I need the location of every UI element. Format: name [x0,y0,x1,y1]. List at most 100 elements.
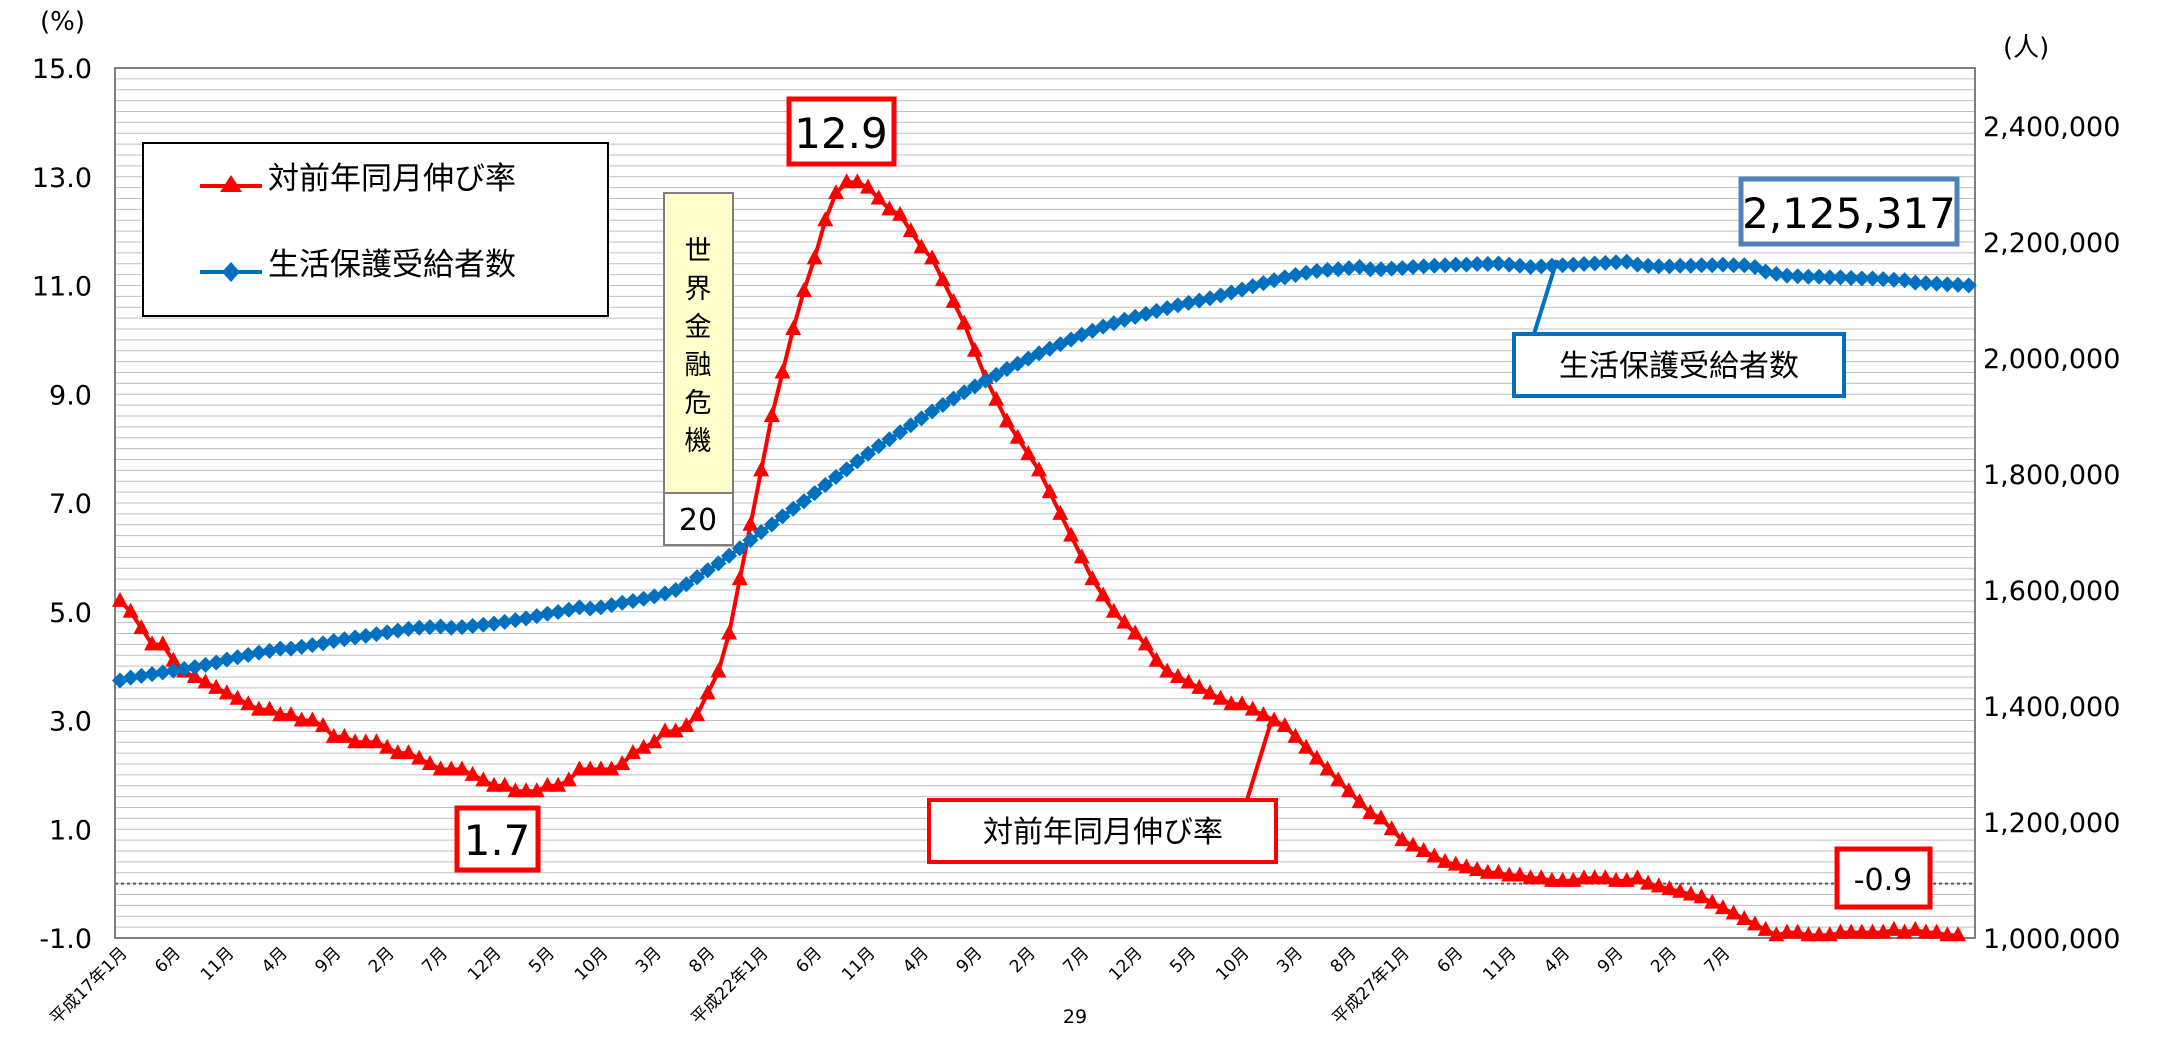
count-point [827,468,844,485]
count-point [1447,256,1464,273]
count-point [624,593,641,610]
rate-point [870,189,887,205]
count-point [1383,260,1400,277]
count-point [731,540,748,557]
rate-point [1853,923,1870,939]
rate-point [998,412,1015,428]
rate-point [122,602,139,618]
count-point [1725,257,1742,274]
rate-point [475,771,492,787]
rate-point [785,320,802,335]
rate-point [357,733,374,749]
rate-point [710,662,727,678]
rate-point [1907,920,1924,936]
rate-point [315,716,332,732]
count-point [464,617,481,634]
count-point [1362,261,1379,278]
rate-point [379,738,396,754]
latest-rate-callout: -0.9 [1834,846,1933,910]
event-annotation: 世界金融危機 20 [663,192,734,546]
count-point [817,477,834,494]
page-number: 29 [1063,1006,1087,1028]
rate-point [453,760,470,776]
count-point [710,555,727,572]
count-point [176,660,193,677]
count-point [539,605,556,622]
rate-point [421,755,438,770]
count-point [218,651,235,668]
rate-point [646,733,663,749]
count-point [1736,257,1753,274]
rate-point [731,570,748,586]
x-tick-label: 2月 [1647,943,1681,977]
rate-callout-text: 対前年同月伸び率 [983,815,1223,850]
rate-point [849,173,866,189]
rate-point [1608,871,1625,887]
series-count [112,253,1977,689]
left-axis-unit: (%) [40,7,85,37]
x-tick-label: 9月 [953,943,987,977]
count-point [592,599,609,616]
rate-point [293,711,310,727]
rate-point [1458,858,1475,874]
count-point [1907,274,1924,291]
rate-point [411,749,428,765]
left-tick-label: 1.0 [49,815,92,846]
rate-point [304,711,321,727]
rate-point [154,635,171,651]
count-point [1308,263,1325,279]
rate-point [1405,836,1422,852]
count-point [165,662,182,679]
count-point [1426,257,1443,274]
count-point [560,601,577,618]
count-point [902,417,919,434]
count-point [1960,277,1977,294]
x-tick-label: 6月 [1433,943,1467,977]
rate-point [282,706,299,722]
rate-point [667,722,684,738]
rate-point [774,363,791,379]
count-point [1640,257,1657,274]
rate-point [507,782,524,798]
right-tick-label: 1,800,000 [1983,460,2120,491]
count-point [1511,257,1528,274]
left-axis: -1.0 1.0 3.0 5.0 7.0 9.0 11.0 13.0 15.0 [32,54,92,955]
x-tick-label: 4月 [258,943,292,977]
count-point [1853,270,1870,287]
count-point [272,640,289,657]
rate-point [1811,926,1828,942]
rate-point [635,738,652,754]
count-point [411,619,428,636]
rate-point [1789,923,1806,939]
rate-point [272,706,289,722]
count-point [1340,260,1357,277]
count-point [1490,255,1507,272]
count-point [1757,263,1774,280]
x-tick-label: 2月 [365,943,399,977]
count-point [1768,265,1785,282]
left-tick-label: 5.0 [49,598,92,629]
count-point [379,624,396,641]
count-point [603,597,620,614]
x-tick-label: 7月 [418,943,452,977]
count-point [475,616,492,633]
series-rate [112,173,1966,942]
rate-point [1725,904,1742,920]
count-point [838,461,855,478]
rate-callout-box [927,798,1278,864]
rate-point [699,684,716,700]
count-point [421,619,438,636]
count-point [689,569,706,586]
rate-point [1084,570,1101,586]
rate-point [229,689,246,705]
count-point [721,547,738,564]
count-point [1351,258,1368,275]
count-point [1843,269,1860,286]
x-tick-label: 9月 [1594,943,1628,977]
rate-point [1511,866,1528,882]
rate-point [721,624,738,640]
rate-point [1031,461,1047,477]
rate-point [827,184,844,200]
rate-point [1928,923,1945,939]
rate-point [934,271,951,287]
